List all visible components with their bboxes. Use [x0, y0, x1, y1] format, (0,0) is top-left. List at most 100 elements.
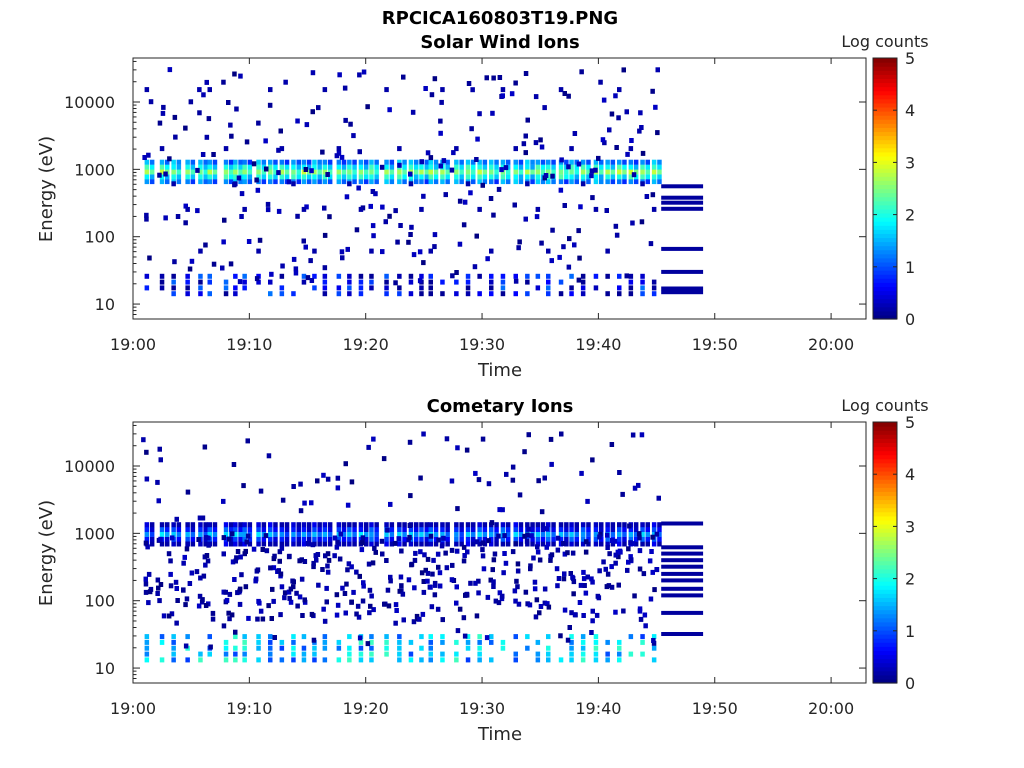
heatmap-cell [301, 645, 307, 651]
heatmap-cell [393, 602, 399, 608]
colorbar-segment [873, 532, 897, 537]
heatmap-cell [341, 169, 347, 175]
heatmap-cell [389, 536, 395, 542]
heatmap-cell [461, 615, 467, 621]
heatmap-cell [566, 164, 571, 170]
heatmap-cell [317, 522, 322, 528]
heatmap-cell [569, 522, 574, 528]
heatmap-cell [558, 279, 564, 285]
heatmap-cell [513, 273, 518, 279]
heatmap-cell [185, 522, 190, 528]
heatmap-cell [300, 613, 305, 618]
heatmap-cell [540, 169, 546, 175]
heatmap-cell [642, 612, 648, 618]
heatmap-cell [360, 535, 366, 541]
heatmap-cell [494, 174, 499, 180]
heatmap-cell [421, 579, 426, 584]
heatmap-cell [269, 271, 274, 277]
heatmap-cell [165, 527, 170, 532]
heatmap-cell [336, 285, 342, 291]
heatmap-cell [237, 589, 242, 595]
heatmap-cell [268, 87, 273, 93]
heatmap-cell [301, 536, 307, 542]
heatmap-cell [621, 67, 626, 73]
heatmap-cell [144, 531, 150, 537]
heatmap-cell [586, 174, 591, 180]
heatmap-cell [570, 574, 575, 580]
heatmap-cell [385, 527, 390, 533]
heatmap-cell [503, 560, 509, 566]
heatmap-cell [406, 577, 412, 583]
heatmap-cell [227, 616, 232, 622]
x-axis-label: Time [477, 724, 522, 745]
heatmap-cell [296, 179, 301, 185]
colorbar-segment [873, 511, 897, 517]
heatmap-cell [185, 541, 190, 547]
heatmap-cell [473, 470, 478, 476]
heatmap-cell [428, 657, 433, 663]
heatmap-cell [419, 285, 424, 291]
heatmap-cell [555, 547, 561, 553]
heatmap-cell [512, 588, 518, 594]
heatmap-cell [569, 645, 574, 651]
heatmap-cell [605, 639, 610, 645]
heatmap-cell [535, 531, 541, 537]
heatmap-cell [147, 255, 152, 261]
heatmap-cell [286, 589, 292, 595]
heatmap-cell [419, 536, 424, 542]
colorbar-segment [873, 507, 897, 513]
heatmap-cell [622, 531, 627, 537]
heatmap-cell [172, 259, 177, 265]
heatmap-cell [389, 164, 395, 170]
colorbar-segment [873, 143, 897, 149]
heatmap-cell [408, 174, 414, 180]
heatmap-cell [144, 536, 150, 542]
colorbar-segment [873, 495, 897, 501]
heatmap-cell [513, 634, 518, 640]
heatmap-cell [556, 576, 562, 581]
heatmap-cell [477, 657, 482, 663]
heatmap-cell [445, 531, 450, 537]
heatmap-cell [480, 436, 486, 442]
heatmap-cell [622, 527, 627, 532]
heatmap-cell [610, 169, 616, 175]
y-tick-label: 1000 [74, 160, 115, 179]
colorbar-segment [873, 621, 897, 627]
heatmap-cell [284, 522, 290, 528]
heatmap-cell [424, 541, 429, 547]
heatmap-cell [450, 273, 455, 279]
heatmap-cell [341, 164, 347, 170]
heatmap-cell [408, 541, 414, 547]
heatmap-cell [657, 159, 662, 165]
heatmap-cell [535, 549, 541, 555]
heatmap-cell [490, 110, 495, 116]
heatmap-cell [260, 547, 265, 552]
heatmap-cell [482, 179, 488, 185]
heatmap-cell [261, 169, 267, 175]
heatmap-cell [661, 545, 704, 550]
heatmap-cell [298, 508, 304, 514]
heatmap-cell [639, 432, 645, 438]
heatmap-cell [409, 562, 414, 568]
heatmap-cell [409, 224, 414, 230]
heatmap-cell [399, 548, 404, 554]
heatmap-cell [144, 522, 150, 528]
heatmap-cell [402, 174, 407, 180]
heatmap-cell [525, 291, 530, 297]
colorbar-segment [873, 233, 897, 239]
heatmap-cell [171, 634, 176, 640]
colorbar-segment [873, 196, 897, 202]
heatmap-cell [144, 174, 150, 180]
heatmap-cell [327, 164, 333, 170]
heatmap-cell [412, 585, 417, 591]
heatmap-cell [306, 159, 312, 165]
heatmap-cell [572, 612, 578, 618]
heatmap-cell [263, 138, 268, 144]
heatmap-cell [212, 541, 218, 547]
heatmap-cell [654, 531, 660, 537]
heatmap-cell [410, 109, 416, 115]
heatmap-cell [628, 169, 634, 175]
colorbar-segment [873, 605, 897, 611]
heatmap-cell [159, 279, 165, 285]
